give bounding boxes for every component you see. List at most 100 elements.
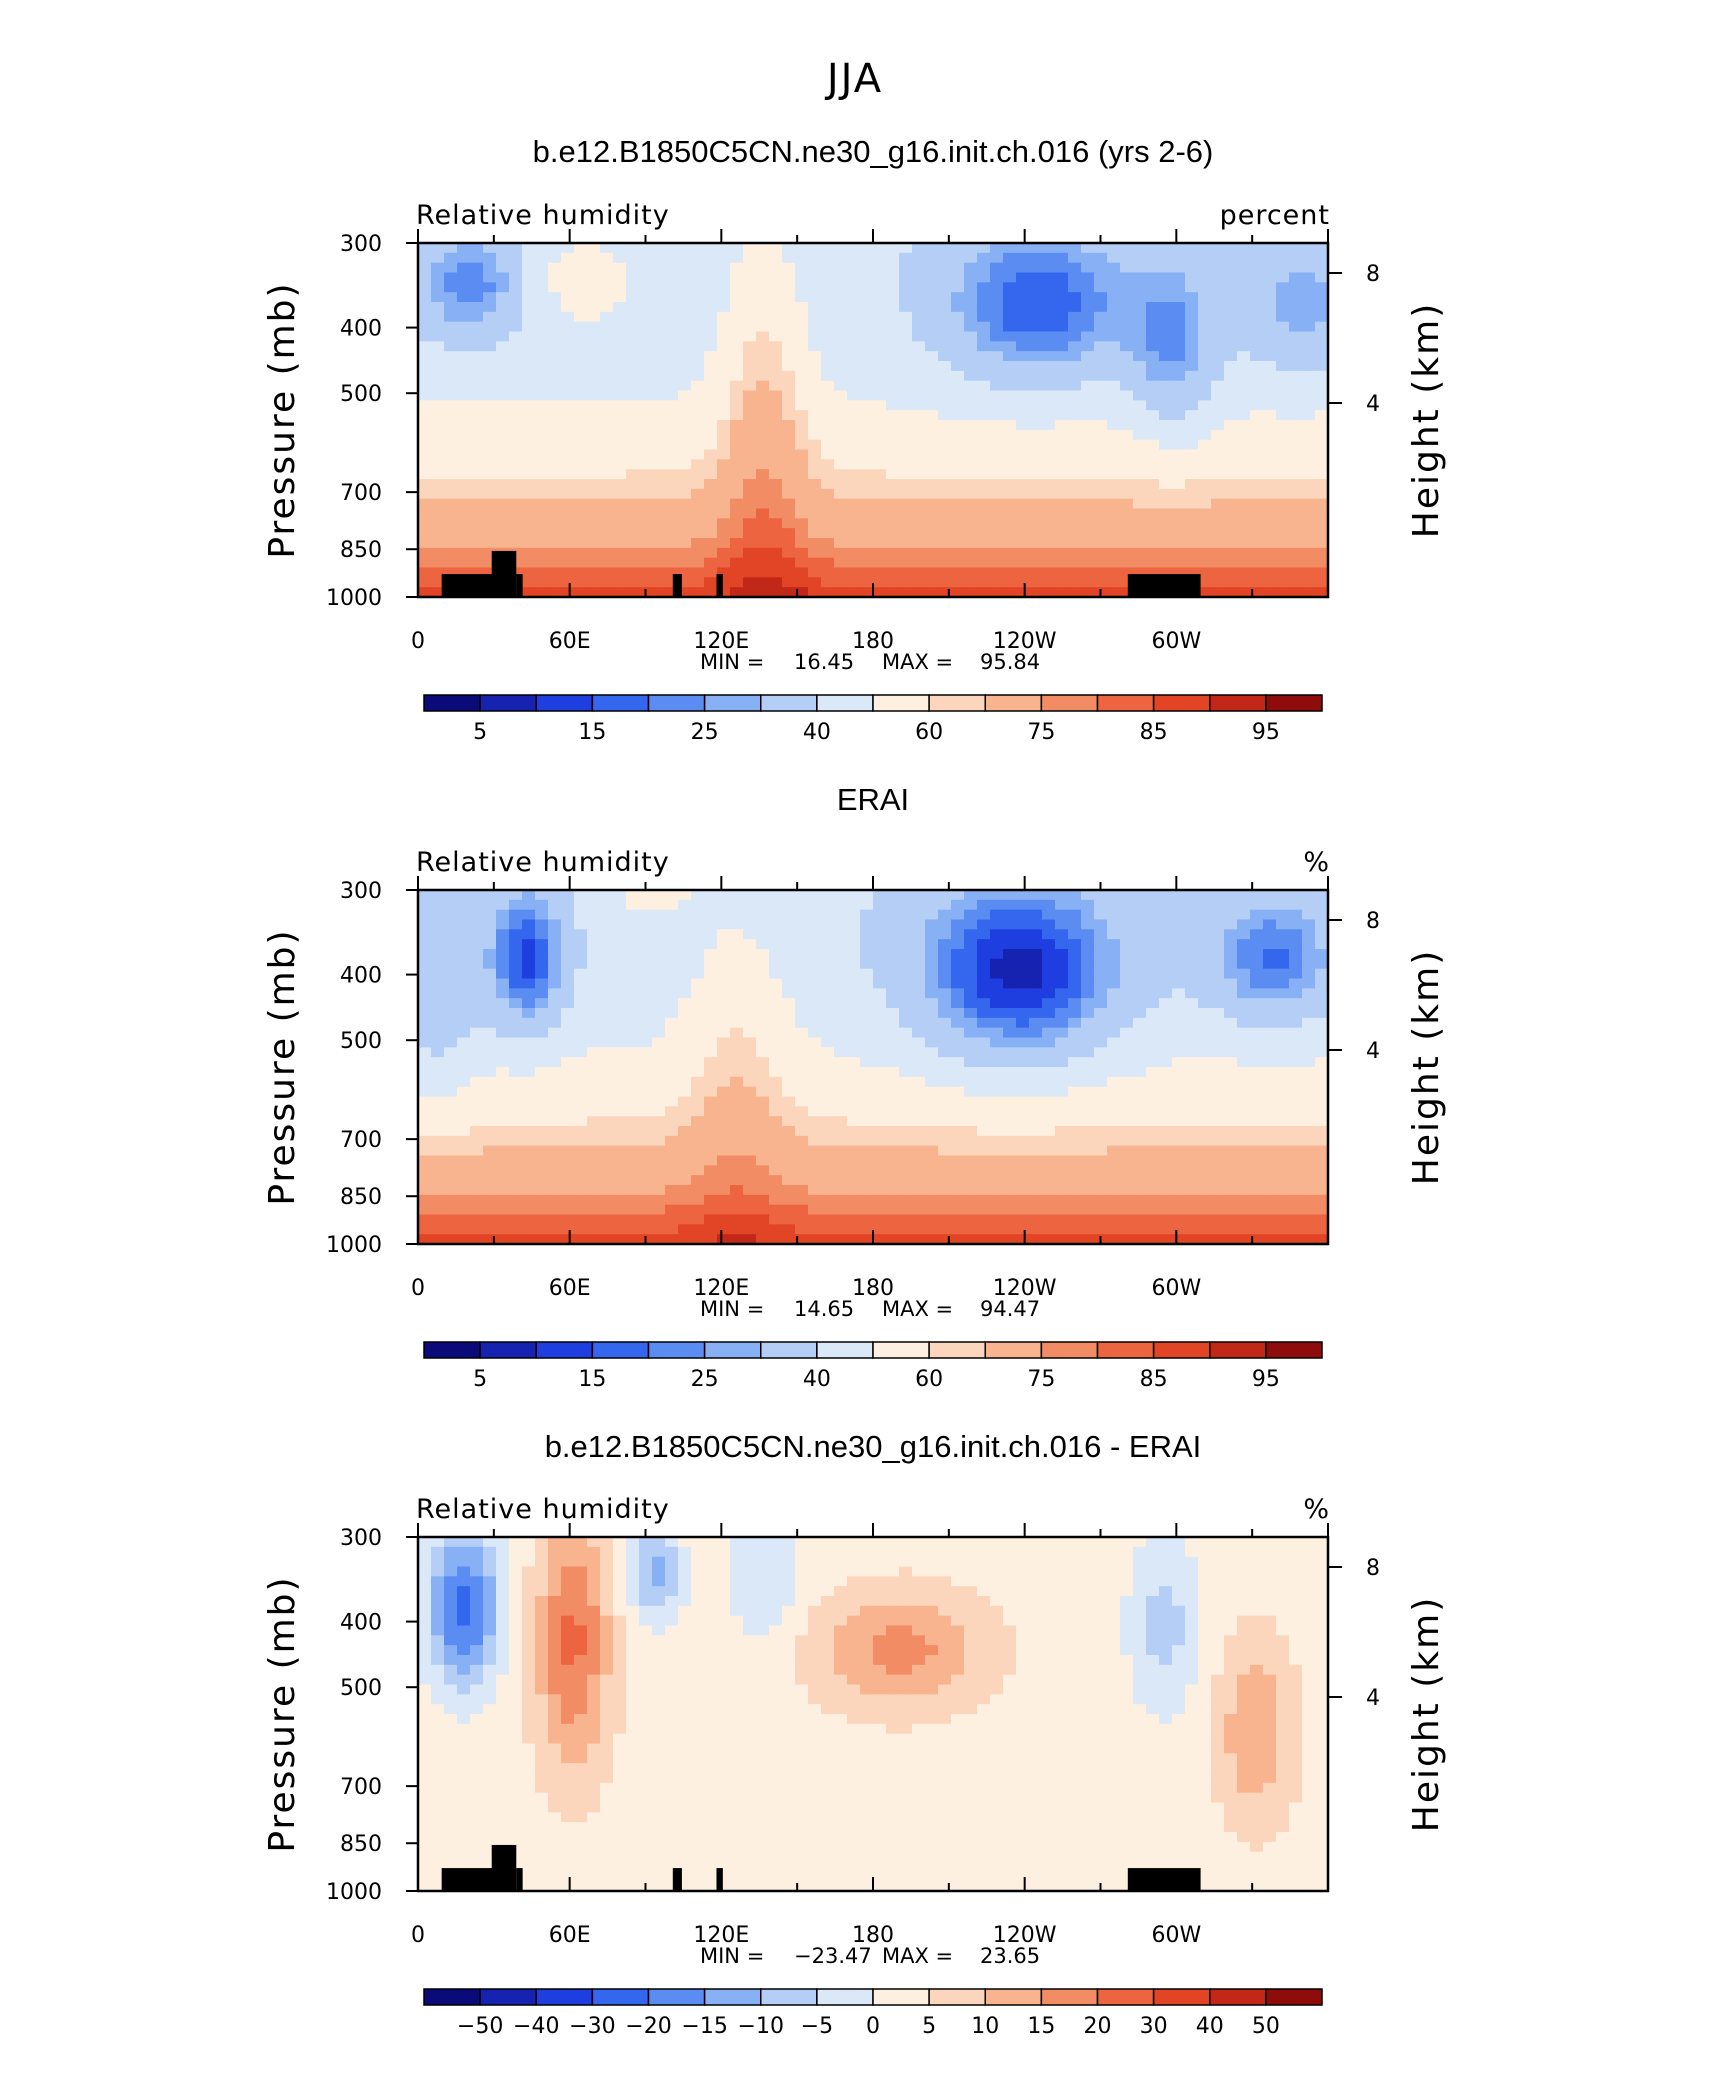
- field-cell: [1237, 949, 1251, 960]
- field-cell: [925, 311, 939, 323]
- field-cell: [977, 498, 991, 510]
- field-cell: [457, 479, 471, 490]
- field-cell: [756, 1116, 770, 1127]
- field-cell: [717, 420, 731, 431]
- field-cell: [1237, 919, 1251, 930]
- field-cell: [1185, 1076, 1199, 1088]
- field-cell: [1276, 400, 1290, 411]
- field-cell: [600, 302, 614, 313]
- field-cell: [1198, 459, 1212, 470]
- field-cell: [990, 919, 1004, 930]
- field-cell: [574, 469, 588, 480]
- field-cell: [1146, 321, 1160, 333]
- field-cell: [899, 429, 913, 441]
- field-cell: [1042, 1165, 1056, 1176]
- field-cell: [1172, 1155, 1186, 1166]
- field-cell: [457, 939, 471, 950]
- field-cell: [821, 939, 835, 950]
- field-cell: [431, 1165, 445, 1176]
- field-cell: [1198, 498, 1212, 510]
- field-cell: [1185, 567, 1199, 578]
- field-cell: [496, 1185, 510, 1196]
- field-cell: [652, 282, 666, 293]
- field-cell: [600, 282, 614, 293]
- field-cell: [1198, 311, 1212, 323]
- field-cell: [1133, 479, 1147, 490]
- field-cell: [509, 1047, 523, 1058]
- field-cell: [561, 1027, 575, 1039]
- field-cell: [652, 331, 666, 342]
- field-cell: [912, 390, 926, 401]
- field-cell: [574, 321, 588, 333]
- field-cell: [626, 978, 640, 989]
- field-cell: [1289, 1175, 1303, 1186]
- field-cell: [1094, 899, 1108, 911]
- field-cell: [717, 1037, 731, 1048]
- field-cell: [704, 341, 718, 352]
- field-cell: [1224, 1165, 1238, 1176]
- field-cell: [483, 1155, 497, 1166]
- field-cell: [1094, 420, 1108, 431]
- field-cell: [496, 429, 510, 441]
- field-cell: [1042, 311, 1056, 323]
- field-cell: [1016, 321, 1030, 333]
- field-cell: [1250, 1165, 1264, 1176]
- field-cell: [730, 919, 744, 930]
- field-cell: [522, 1096, 536, 1107]
- field-cell: [678, 557, 692, 569]
- field-cell: [457, 1135, 471, 1147]
- field-cell: [1029, 577, 1043, 588]
- field-cell: [626, 949, 640, 960]
- field-cell: [899, 341, 913, 352]
- field-cell: [1302, 420, 1316, 431]
- field-cell: [1198, 479, 1212, 490]
- field-cell: [964, 420, 978, 431]
- field-cell: [704, 567, 718, 578]
- field-cell: [1276, 410, 1290, 421]
- field-cell: [1068, 1106, 1082, 1117]
- field-cell: [1250, 1037, 1264, 1048]
- field-cell: [1315, 1145, 1329, 1157]
- field-cell: [548, 459, 562, 470]
- field-cell: [431, 939, 445, 950]
- field-cell: [769, 410, 783, 421]
- field-cell: [938, 380, 952, 392]
- field-cell: [561, 272, 575, 283]
- field-cell: [782, 331, 796, 342]
- field-cell: [1094, 282, 1108, 293]
- field-cell: [1003, 909, 1017, 921]
- field-cell: [1068, 1165, 1082, 1176]
- field-cell: [691, 272, 705, 283]
- field-cell: [873, 1037, 887, 1048]
- field-cell: [873, 1067, 887, 1078]
- field-cell: [1172, 968, 1186, 980]
- field-cell: [834, 518, 848, 529]
- field-cell: [1146, 988, 1160, 999]
- field-cell: [808, 400, 822, 411]
- field-cell: [470, 557, 484, 569]
- field-cell: [1237, 1175, 1251, 1186]
- field-cell: [899, 1185, 913, 1196]
- field-cell: [639, 1027, 653, 1039]
- field-cell: [1172, 479, 1186, 490]
- field-cell: [756, 1145, 770, 1157]
- field-cell: [717, 518, 731, 529]
- field-cell: [899, 1027, 913, 1039]
- field-cell: [548, 949, 562, 960]
- field-cell: [912, 1175, 926, 1186]
- field-cell: [873, 909, 887, 921]
- field-cell: [1198, 547, 1212, 559]
- field-cell: [1120, 518, 1134, 529]
- field-cell: [665, 1106, 679, 1117]
- field-cell: [717, 1185, 731, 1196]
- field-cell: [860, 587, 874, 598]
- field-cell: [1016, 1165, 1030, 1176]
- field-cell: [1302, 587, 1316, 598]
- field-cell: [639, 498, 653, 510]
- field-cell: [613, 262, 627, 274]
- field-cell: [873, 949, 887, 960]
- field-cell: [639, 351, 653, 362]
- field-cell: [470, 567, 484, 578]
- field-cell: [743, 351, 757, 362]
- field-cell: [1263, 1037, 1277, 1048]
